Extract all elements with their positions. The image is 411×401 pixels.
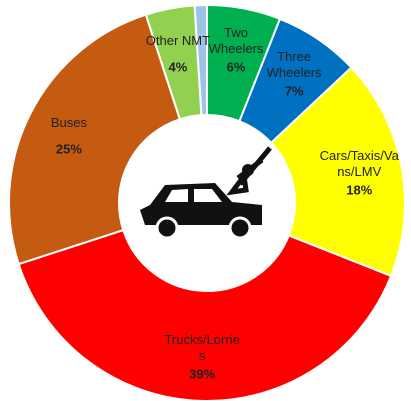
slice-label: Other NMT [145, 32, 211, 48]
slice-label: Cars/Taxis/Vans/LMV [319, 147, 399, 179]
slice [206, 3, 282, 123]
slice [238, 17, 353, 145]
slice-label: Two Wheelers [208, 24, 264, 56]
value-label: 25% [55, 141, 82, 157]
value-label: 18% [346, 182, 373, 198]
slice [193, 3, 208, 117]
value-label: 4% [168, 59, 188, 75]
slice-label: Buses [50, 114, 87, 130]
crash-icon [140, 146, 272, 240]
slice [8, 13, 182, 266]
value-label: 39% [189, 366, 216, 382]
slice-label: Three Wheelers [266, 48, 322, 80]
slice-label: Trucks/Lorries [164, 331, 240, 363]
slice [17, 228, 393, 401]
slice [269, 66, 406, 278]
value-label: 6% [226, 59, 246, 75]
value-label: 7% [284, 83, 304, 99]
